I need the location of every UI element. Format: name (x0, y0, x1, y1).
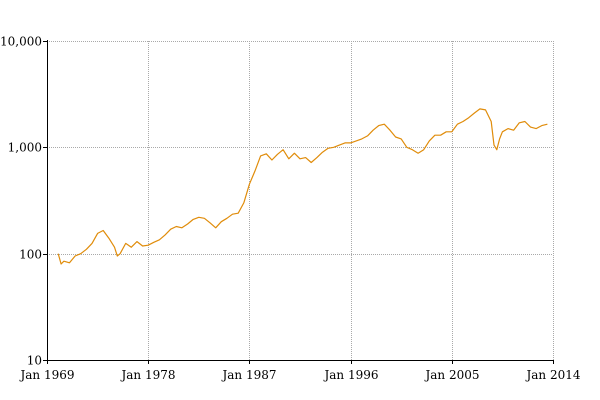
series (57, 108, 548, 265)
series-line (57, 108, 548, 265)
y-tick-label: 1,000 (8, 141, 42, 155)
x-tick-label: Jan 2014 (524, 368, 580, 382)
x-tick-label: Jan 1996 (322, 368, 378, 382)
tick-labels: 10 100 1,000 10,000 Jan 1969 Jan 1978 Jan 1987… (0, 35, 581, 383)
x-tick-label: Jan 1978 (119, 368, 175, 382)
gridlines (47, 41, 554, 360)
y-tick-label: 10 (27, 354, 42, 368)
y-tick-label: 10,000 (0, 35, 42, 49)
x-tick-label: Jan 2005 (423, 368, 479, 382)
axes (47, 40, 553, 361)
tick-marks (43, 41, 554, 364)
x-tick-label: Jan 1987 (220, 368, 276, 382)
y-tick-label: 100 (19, 248, 42, 262)
x-tick-label: Jan 1969 (18, 368, 74, 382)
